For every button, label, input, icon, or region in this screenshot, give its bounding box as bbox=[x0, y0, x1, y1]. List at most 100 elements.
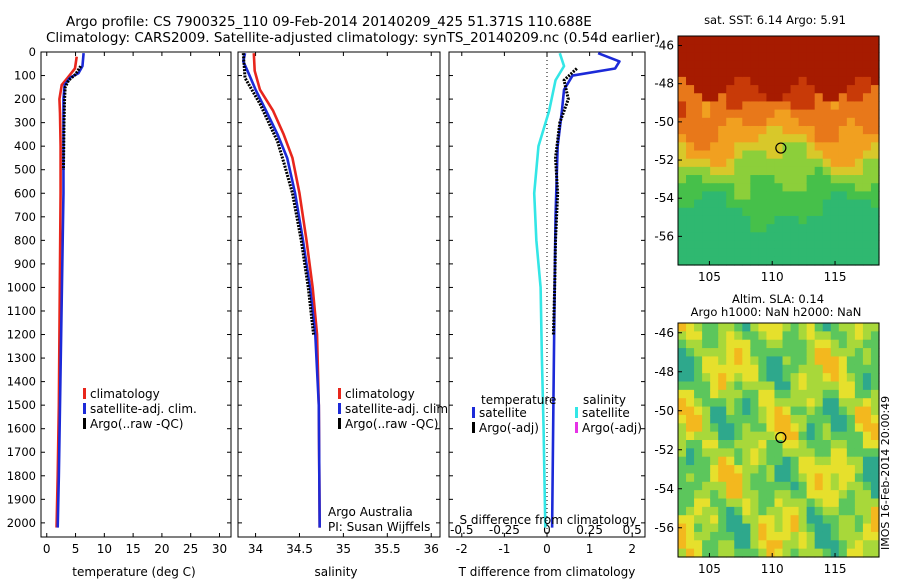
y-tick-label: -52 bbox=[654, 153, 674, 167]
map-cell bbox=[830, 373, 840, 383]
map-cell bbox=[702, 232, 711, 242]
salinity-xlabel: salinity bbox=[314, 565, 357, 579]
map-cell bbox=[822, 523, 832, 533]
map-cell bbox=[710, 481, 719, 491]
map-cell bbox=[830, 207, 840, 217]
map-cell bbox=[766, 323, 776, 332]
map-cell bbox=[838, 109, 848, 119]
map-cell bbox=[742, 256, 751, 266]
map-cell bbox=[718, 540, 727, 550]
map-cell bbox=[782, 364, 792, 374]
map-cell bbox=[854, 473, 864, 483]
map-cell bbox=[718, 150, 727, 160]
map-cell bbox=[694, 373, 703, 383]
map-cell bbox=[734, 183, 743, 192]
map-cell bbox=[702, 481, 711, 491]
map-cell bbox=[734, 515, 743, 525]
map-cell bbox=[814, 60, 824, 70]
map-cell bbox=[814, 166, 824, 176]
map-cell bbox=[710, 389, 719, 399]
map-cell bbox=[806, 76, 816, 86]
map-cell bbox=[862, 531, 872, 541]
map-cell bbox=[694, 85, 703, 94]
map-cell bbox=[790, 76, 800, 86]
legend-swatch bbox=[472, 407, 475, 418]
map-cell bbox=[806, 134, 816, 143]
map-cell bbox=[718, 381, 727, 391]
map-cell bbox=[774, 339, 784, 349]
map-cell bbox=[686, 256, 695, 266]
map-cell bbox=[782, 232, 792, 242]
map-cell bbox=[750, 515, 759, 525]
map-cell bbox=[854, 248, 864, 258]
map-cell bbox=[862, 515, 872, 525]
map-cell bbox=[742, 158, 751, 168]
map-cell bbox=[790, 166, 800, 176]
map-cell bbox=[774, 406, 784, 416]
map-cell bbox=[734, 240, 743, 250]
map-cell bbox=[846, 125, 856, 135]
map-cell bbox=[726, 68, 735, 78]
map-cell bbox=[686, 191, 695, 201]
map-cell bbox=[766, 224, 776, 233]
map-cell bbox=[838, 540, 848, 550]
map-cell bbox=[742, 481, 751, 491]
map-cell bbox=[862, 60, 872, 70]
map-cell bbox=[846, 364, 856, 374]
map-cell bbox=[838, 166, 848, 176]
map-cell bbox=[734, 166, 743, 176]
map-cell bbox=[694, 158, 703, 168]
y-tick-label: 2000 bbox=[7, 516, 36, 530]
map-cell bbox=[774, 498, 784, 508]
map-cell bbox=[750, 389, 759, 399]
map-cell bbox=[750, 215, 759, 225]
map-cell bbox=[854, 60, 864, 70]
map-cell bbox=[766, 481, 776, 491]
map-cell bbox=[838, 232, 848, 242]
map-cell bbox=[718, 85, 727, 94]
map-cell bbox=[862, 540, 872, 550]
map-cell bbox=[846, 191, 856, 201]
map-cell bbox=[814, 150, 824, 160]
map-cell bbox=[806, 440, 816, 449]
map-cell bbox=[678, 481, 687, 491]
map-cell bbox=[806, 523, 816, 533]
map-cell bbox=[870, 406, 880, 416]
map-cell bbox=[766, 207, 776, 217]
map-cell bbox=[710, 199, 719, 209]
map-cell bbox=[862, 373, 872, 383]
map-cell bbox=[710, 240, 719, 250]
map-cell bbox=[870, 481, 880, 491]
map-cell bbox=[814, 44, 824, 53]
map-cell bbox=[742, 473, 751, 483]
map-cell bbox=[830, 109, 840, 119]
map-cell bbox=[742, 414, 751, 424]
sst-title: sat. SST: 6.14 Argo: 5.91 bbox=[704, 13, 846, 27]
y-tick-label: 1100 bbox=[7, 304, 36, 318]
x-tick-label: 110 bbox=[761, 562, 784, 576]
map-cell bbox=[774, 166, 784, 176]
map-cell bbox=[694, 191, 703, 201]
map-cell bbox=[742, 431, 751, 441]
map-cell bbox=[846, 109, 856, 119]
map-cell bbox=[750, 191, 759, 201]
map-cell bbox=[710, 406, 719, 416]
map-cell bbox=[686, 465, 695, 475]
map-cell bbox=[798, 490, 808, 500]
map-cell bbox=[822, 142, 832, 152]
map-cell bbox=[798, 207, 808, 217]
map-cell bbox=[766, 199, 776, 209]
map-cell bbox=[710, 506, 719, 516]
map-cell bbox=[758, 52, 768, 62]
y-tick-label: 1700 bbox=[7, 445, 36, 459]
map-cell bbox=[798, 481, 808, 491]
map-cell bbox=[694, 240, 703, 250]
map-cell bbox=[734, 256, 743, 266]
map-cell bbox=[702, 473, 711, 483]
map-cell bbox=[718, 406, 727, 416]
map-cell bbox=[782, 76, 792, 86]
map-cell bbox=[750, 134, 759, 143]
map-cell bbox=[766, 60, 776, 70]
map-cell bbox=[742, 515, 751, 525]
map-cell bbox=[854, 364, 864, 374]
